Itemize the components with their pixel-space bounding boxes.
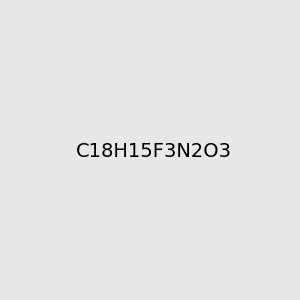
Text: C18H15F3N2O3: C18H15F3N2O3	[76, 142, 232, 161]
